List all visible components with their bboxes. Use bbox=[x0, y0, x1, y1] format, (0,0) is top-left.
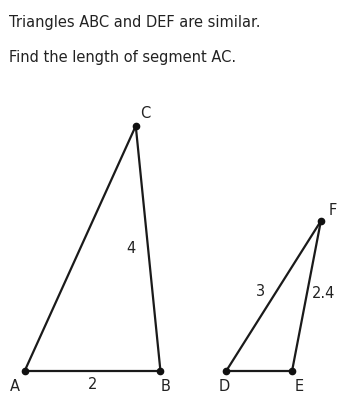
Text: 2: 2 bbox=[88, 377, 97, 392]
Text: Triangles ABC and DEF are similar.: Triangles ABC and DEF are similar. bbox=[9, 15, 261, 30]
Text: 3: 3 bbox=[256, 284, 265, 299]
Text: 4: 4 bbox=[126, 241, 135, 256]
Text: C: C bbox=[140, 106, 150, 121]
Text: A: A bbox=[9, 379, 20, 394]
Text: E: E bbox=[295, 379, 304, 394]
Text: B: B bbox=[160, 379, 170, 394]
Text: Find the length of segment AC.: Find the length of segment AC. bbox=[9, 50, 236, 65]
Text: F: F bbox=[328, 204, 337, 218]
Text: 2.4: 2.4 bbox=[312, 286, 336, 301]
Text: D: D bbox=[219, 379, 230, 394]
